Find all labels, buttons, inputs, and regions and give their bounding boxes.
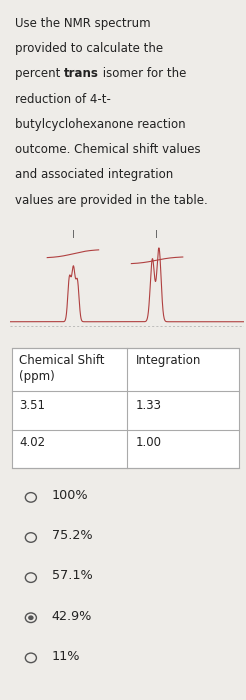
- Text: 1.33: 1.33: [136, 398, 162, 412]
- Ellipse shape: [28, 615, 34, 620]
- Text: reduction of 4-t-: reduction of 4-t-: [15, 92, 110, 106]
- Text: percent: percent: [15, 67, 64, 80]
- Text: outcome. Chemical shift values: outcome. Chemical shift values: [15, 143, 200, 156]
- Text: Integration: Integration: [136, 354, 201, 367]
- Text: trans: trans: [64, 67, 98, 80]
- Text: 57.1%: 57.1%: [52, 569, 93, 582]
- Text: values are provided in the table.: values are provided in the table.: [15, 194, 207, 206]
- Text: 42.9%: 42.9%: [52, 610, 92, 622]
- Text: Use the NMR spectrum: Use the NMR spectrum: [15, 17, 150, 30]
- Text: 75.2%: 75.2%: [52, 529, 92, 542]
- Text: 1.00: 1.00: [136, 436, 162, 449]
- Text: 11%: 11%: [52, 650, 80, 663]
- Text: isomer for the: isomer for the: [98, 67, 186, 80]
- Text: 100%: 100%: [52, 489, 89, 502]
- Text: and associated integration: and associated integration: [15, 169, 173, 181]
- Text: provided to calculate the: provided to calculate the: [15, 42, 163, 55]
- Text: butylcyclohexanone reaction: butylcyclohexanone reaction: [15, 118, 185, 131]
- Text: 3.51: 3.51: [19, 398, 45, 412]
- Text: Chemical Shift
(ppm): Chemical Shift (ppm): [19, 354, 105, 383]
- Text: 4.02: 4.02: [19, 436, 45, 449]
